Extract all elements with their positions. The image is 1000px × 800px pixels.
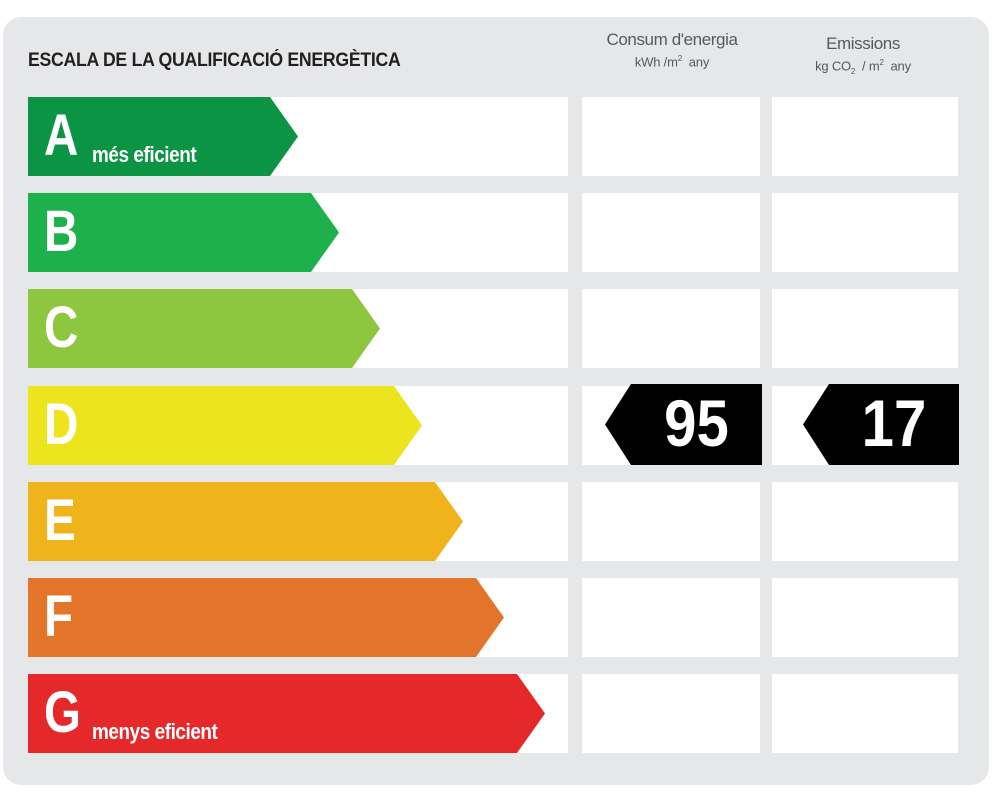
band-letter: D [44,392,79,457]
band-e-arrow: E [28,482,463,561]
emissions-cell-f [772,578,958,657]
emissions-cell-a [772,97,958,176]
band-letter: B [44,199,79,264]
energy-column-unit: kWh /m2 any [634,53,710,69]
emissions-column-header: Emissions kg CO2 / m2 any [768,34,958,76]
energy-cell-g [582,674,760,753]
emissions-cell-c [772,289,958,368]
band-a-shape [28,97,298,176]
energy-value-marker: 95 [605,384,762,465]
band-f-shape [28,578,504,657]
energy-column-header: Consum d'energia kWh /m2 any [578,30,766,70]
energy-value-marker-shape [605,384,762,465]
band-d-shape [28,386,422,465]
emissions-value: 17 [861,386,927,460]
band-g-shape [28,674,545,753]
energy-value: 95 [664,386,729,460]
emissions-value-marker-shape [803,384,959,465]
energy-column-label: Consum d'energia [606,30,738,49]
energy-cell-b [582,193,760,272]
band-letter: E [44,488,76,553]
emissions-cell-g [772,674,958,753]
energy-cell-e [582,482,760,561]
emissions-value-marker: 17 [803,384,959,465]
band-e-shape [28,482,463,561]
band-f-arrow: F [28,578,504,657]
band-letter: G [44,680,82,745]
band-c-shape [28,289,380,368]
band-letter: C [44,295,79,360]
emissions-column-label: Emissions [826,34,900,53]
band-letter: A [44,103,79,168]
band-note: més eficient [92,142,197,167]
band-b-shape [28,193,339,272]
band-letter: F [44,584,74,649]
energy-cell-a [582,97,760,176]
band-note: menys eficient [92,719,218,744]
band-c-arrow: C [28,289,380,368]
band-d-arrow: D [28,386,422,465]
energy-cell-c [582,289,760,368]
energy-cell-f [582,578,760,657]
emissions-column-unit: kg CO2 / m2 any [815,57,911,76]
emissions-cell-b [772,193,958,272]
band-b-arrow: B [28,193,339,272]
emissions-cell-e [772,482,958,561]
scale-title: ESCALA DE LA QUALIFICACIÓ ENERGÈTICA [28,50,401,71]
